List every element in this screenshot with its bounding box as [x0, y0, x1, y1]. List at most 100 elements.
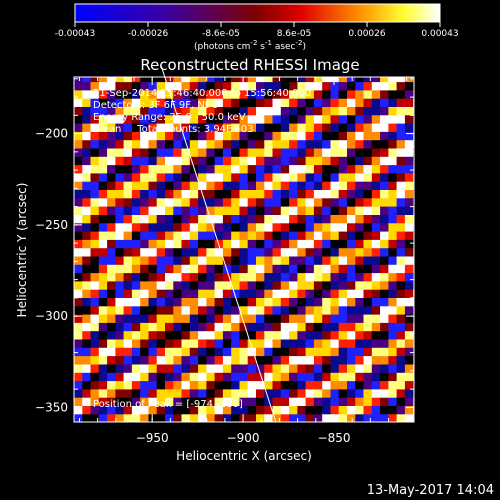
heatmap-pixel: [272, 214, 282, 224]
heatmap-pixel: [380, 114, 389, 124]
heatmap-pixel: [90, 131, 100, 141]
heatmap-pixel: [189, 272, 199, 282]
heatmap-pixel: [371, 214, 381, 224]
heatmap-pixel: [181, 156, 191, 166]
heatmap-pixel: [264, 123, 274, 132]
heatmap-pixel: [297, 81, 307, 91]
heatmap-pixel: [115, 89, 125, 99]
heatmap-pixel: [222, 222, 232, 232]
heatmap-pixel: [82, 77, 92, 83]
heatmap-pixel: [289, 380, 298, 390]
heatmap-pixel: [363, 239, 373, 249]
heatmap-pixel: [264, 131, 274, 141]
heatmap-pixel: [214, 231, 224, 240]
heatmap-pixel: [388, 172, 398, 182]
heatmap-pixel: [222, 413, 232, 422]
heatmap-pixel: [98, 206, 108, 215]
colorbar-units-sup2: -1: [264, 39, 272, 47]
heatmap-pixel: [297, 106, 307, 116]
heatmap-pixel: [189, 239, 199, 249]
heatmap-pixel: [371, 131, 381, 141]
heatmap-pixel: [280, 405, 290, 415]
heatmap-pixel: [82, 255, 92, 265]
heatmap-pixel: [131, 172, 141, 182]
heatmap-pixel: [305, 330, 315, 340]
heatmap-pixel: [413, 247, 414, 257]
heatmap-pixel: [107, 181, 116, 190]
heatmap-pixel: [388, 156, 398, 166]
heatmap-pixel: [231, 247, 241, 257]
heatmap-pixel: [115, 297, 125, 307]
plot-frame: [73, 76, 415, 423]
heatmap-pixel: [330, 272, 340, 282]
heatmap-pixel: [107, 131, 116, 141]
heatmap-pixel: [388, 123, 398, 132]
heatmap-pixel: [140, 255, 150, 265]
heatmap-pixel: [380, 322, 389, 332]
heatmap-pixel: [388, 181, 398, 190]
heatmap-pixel: [98, 388, 108, 398]
heatmap-pixel: [90, 81, 100, 91]
heatmap-pixel: [90, 239, 100, 249]
colorbar-units-mid: s: [257, 42, 265, 52]
heatmap-pixel: [90, 206, 100, 215]
heatmap-pixel: [388, 247, 398, 257]
heatmap-pixel: [355, 164, 365, 174]
heatmap-pixel: [98, 363, 108, 373]
heatmap-pixel: [396, 239, 406, 249]
heatmap-pixel: [272, 372, 282, 382]
heatmap-pixel: [222, 372, 232, 382]
heatmap-pixel: [247, 363, 257, 373]
heatmap-pixel: [165, 181, 174, 190]
heatmap-pixel: [131, 338, 141, 348]
heatmap-pixel: [90, 297, 100, 307]
heatmap-pixel: [148, 264, 158, 274]
heatmap-pixel: [404, 156, 414, 166]
heatmap-pixel: [123, 239, 133, 249]
heatmap-pixel: [256, 89, 265, 99]
heatmap-pixel: [280, 197, 290, 207]
heatmap-pixel: [148, 314, 158, 323]
heatmap-pixel: [289, 280, 298, 290]
heatmap-pixel: [206, 405, 216, 415]
heatmap-pixel: [363, 89, 373, 99]
heatmap-pixel: [198, 413, 207, 422]
heatmap-pixel: [313, 247, 323, 257]
heatmap-pixel: [305, 247, 315, 257]
heatmap-pixel: [123, 123, 133, 132]
heatmap-pixel: [338, 114, 348, 124]
heatmap-pixel: [198, 197, 207, 207]
heatmap-pixel: [156, 347, 166, 357]
heatmap-pixel: [74, 222, 83, 232]
heatmap-pixel: [380, 106, 389, 116]
heatmap-pixel: [165, 372, 174, 382]
heatmap-pixel: [355, 106, 365, 116]
heatmap-pixel: [90, 139, 100, 149]
heatmap-pixel: [355, 247, 365, 257]
heatmap-pixel: [330, 123, 340, 132]
heatmap-pixel: [198, 123, 207, 132]
heatmap-pixel: [371, 388, 381, 398]
heatmap-pixel: [181, 305, 191, 315]
heatmap-pixel: [280, 114, 290, 124]
heatmap-pixel: [98, 214, 108, 224]
heatmap-pixel: [371, 239, 381, 249]
heatmap-pixel: [123, 347, 133, 357]
heatmap-pixel: [256, 77, 265, 83]
heatmap-pixel: [214, 181, 224, 190]
heatmap-pixel: [82, 305, 92, 315]
heatmap-pixel: [330, 397, 340, 406]
heatmap-pixel: [198, 77, 207, 83]
heatmap-pixel: [404, 363, 414, 373]
heatmap-pixel: [280, 222, 290, 232]
heatmap-pixel: [272, 347, 282, 357]
heatmap-pixel: [165, 314, 174, 323]
heatmap-pixel: [413, 106, 414, 116]
heatmap-pixel: [90, 98, 100, 107]
heatmap-pixel: [247, 380, 257, 390]
heatmap-pixel: [363, 388, 373, 398]
heatmap-pixel: [330, 189, 340, 199]
heatmap-pixel: [239, 363, 249, 373]
heatmap-pixel: [206, 330, 216, 340]
heatmap-pixel: [272, 172, 282, 182]
